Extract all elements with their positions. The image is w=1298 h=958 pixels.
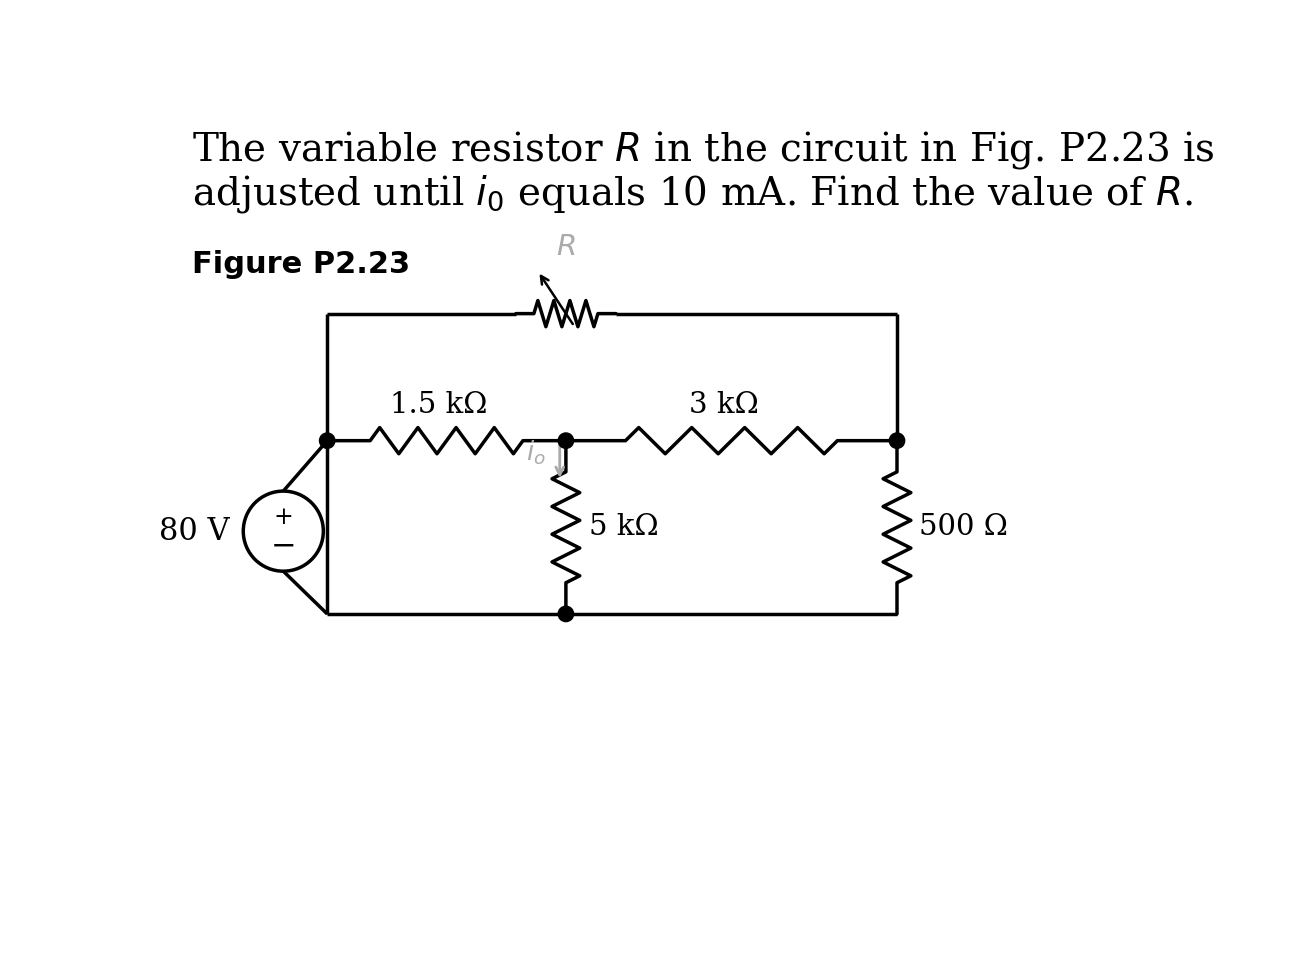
Text: 5 kΩ: 5 kΩ bbox=[589, 513, 658, 541]
Text: adjusted until $i_0$ equals 10 mA. Find the value of $R$.: adjusted until $i_0$ equals 10 mA. Find … bbox=[192, 173, 1194, 216]
Circle shape bbox=[319, 433, 335, 448]
Circle shape bbox=[558, 433, 574, 448]
Text: 1.5 kΩ: 1.5 kΩ bbox=[391, 391, 488, 419]
Text: +: + bbox=[274, 506, 293, 529]
Text: 3 kΩ: 3 kΩ bbox=[689, 391, 758, 419]
Circle shape bbox=[558, 606, 574, 622]
Text: 80 V: 80 V bbox=[158, 515, 230, 547]
Text: $R$: $R$ bbox=[556, 233, 575, 262]
Text: 500 Ω: 500 Ω bbox=[919, 513, 1007, 541]
Text: $i_o$: $i_o$ bbox=[526, 439, 546, 467]
Text: Figure P2.23: Figure P2.23 bbox=[192, 250, 410, 280]
Circle shape bbox=[889, 433, 905, 448]
Text: −: − bbox=[270, 531, 296, 562]
Text: The variable resistor $R$ in the circuit in Fig. P2.23 is: The variable resistor $R$ in the circuit… bbox=[192, 128, 1215, 171]
